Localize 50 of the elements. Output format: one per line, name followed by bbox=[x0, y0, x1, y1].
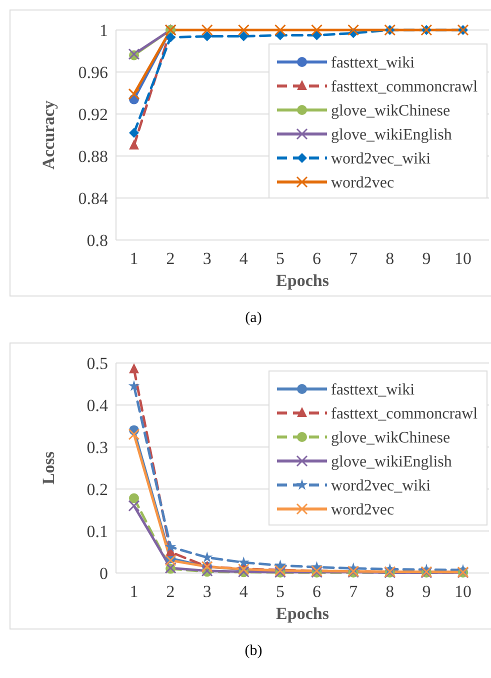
y-tick-label: 0.2 bbox=[86, 480, 108, 499]
y-tick-label: 0.3 bbox=[86, 438, 108, 457]
legend-label: glove_wikChinese bbox=[331, 102, 450, 120]
x-tick-label: 1 bbox=[130, 249, 138, 268]
y-tick-label: 1 bbox=[100, 20, 108, 40]
x-axis-title: Epochs bbox=[276, 604, 330, 623]
y-tick-label: 0 bbox=[100, 564, 108, 583]
x-tick-label: 7 bbox=[349, 582, 358, 601]
text: (b) bbox=[244, 643, 262, 659]
x-tick-label: 4 bbox=[239, 249, 248, 268]
x-tick-label: 2 bbox=[166, 249, 175, 268]
legend-label: glove_wikiEnglish bbox=[331, 126, 452, 144]
legend-label: word2vec_wiki bbox=[331, 150, 432, 168]
x-tick-label: 5 bbox=[276, 582, 284, 601]
legend-label: fasttext_commoncrawl bbox=[331, 78, 478, 96]
x-tick-label: 1 bbox=[130, 582, 138, 601]
x-tick-label: 7 bbox=[349, 249, 358, 268]
x-tick-label: 10 bbox=[454, 249, 472, 268]
x-tick-label: 6 bbox=[312, 249, 322, 268]
legend-label: fasttext_wiki bbox=[331, 382, 416, 399]
y-tick-label: 0.8 bbox=[86, 230, 108, 250]
y-tick-label: 0.84 bbox=[78, 188, 108, 208]
y-tick-label: 0.4 bbox=[86, 396, 108, 415]
legend-label: glove_wikiEnglish bbox=[331, 454, 452, 471]
legend-label: word2vec bbox=[331, 174, 394, 192]
x-tick-label: 2 bbox=[166, 582, 175, 601]
text: (a) bbox=[245, 310, 262, 326]
y-axis-title: Loss bbox=[39, 451, 58, 485]
x-axis-title: Epochs bbox=[276, 271, 330, 290]
x-tick-label: 3 bbox=[202, 249, 212, 268]
x-tick-label: 8 bbox=[386, 249, 394, 268]
x-tick-label: 4 bbox=[239, 582, 248, 601]
y-tick-label: 0.5 bbox=[86, 354, 108, 373]
y-tick-label: 0.96 bbox=[78, 62, 108, 82]
legend-label: fasttext_commoncrawl bbox=[331, 406, 478, 423]
legend-label: word2vec bbox=[331, 502, 394, 519]
x-tick-label: 6 bbox=[312, 582, 322, 601]
legend-label: fasttext_wiki bbox=[331, 54, 416, 72]
y-axis-title: Accuracy bbox=[39, 100, 58, 170]
y-tick-label: 0.88 bbox=[78, 146, 108, 166]
legend-label: glove_wikChinese bbox=[331, 430, 450, 447]
x-tick-label: 8 bbox=[386, 582, 394, 601]
x-tick-label: 3 bbox=[202, 582, 212, 601]
y-tick-label: 0.1 bbox=[86, 522, 108, 541]
legend-label: word2vec_wiki bbox=[331, 478, 432, 495]
y-tick-label: 0.92 bbox=[78, 104, 108, 124]
x-tick-label: 9 bbox=[422, 582, 431, 601]
x-tick-label: 10 bbox=[454, 582, 472, 601]
x-tick-label: 5 bbox=[276, 249, 284, 268]
x-tick-label: 9 bbox=[422, 249, 431, 268]
